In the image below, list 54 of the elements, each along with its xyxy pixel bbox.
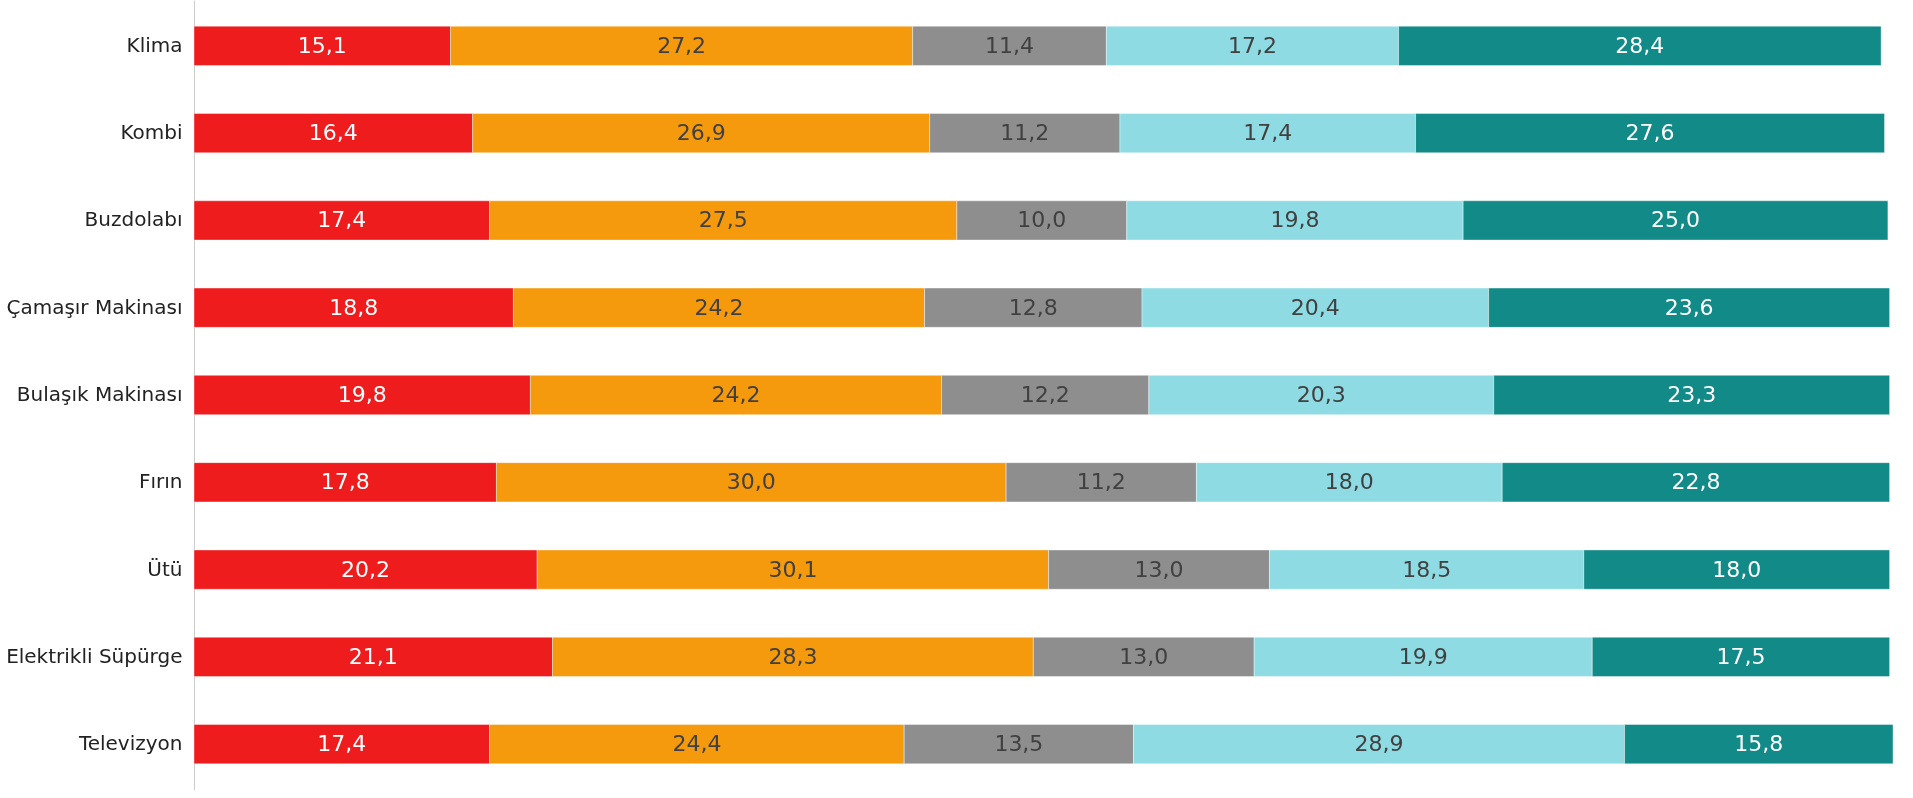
y-tick-label: Bulaşık Makinası	[16, 382, 183, 406]
y-tick-label: Fırın	[138, 469, 183, 494]
data-label: 19,8	[1270, 207, 1320, 233]
data-label: 25,0	[1651, 207, 1701, 233]
data-label: 24,4	[672, 731, 722, 757]
data-label: 30,1	[768, 556, 818, 582]
data-label: 28,3	[768, 643, 818, 669]
data-label: 11,2	[1000, 120, 1050, 146]
y-tick-label: Klima	[126, 32, 183, 57]
data-label: 17,2	[1227, 32, 1277, 58]
data-label: 13,0	[1134, 556, 1184, 582]
data-label: 18,8	[329, 294, 379, 320]
data-label: 20,3	[1296, 382, 1346, 407]
data-label: 24,2	[694, 294, 744, 320]
data-label: 18,0	[1324, 469, 1374, 495]
data-label: 15,1	[297, 32, 347, 58]
data-label: 24,2	[711, 382, 761, 407]
data-label: 23,3	[1667, 382, 1717, 407]
y-tick-label: Elektrikli Süpürge	[6, 643, 183, 668]
y-tick-label: Buzdolabı	[84, 207, 183, 232]
data-label: 20,2	[341, 556, 391, 582]
data-label: 17,4	[1243, 120, 1293, 146]
data-label: 17,4	[317, 731, 367, 757]
data-label: 28,9	[1354, 731, 1404, 757]
data-label: 23,6	[1664, 294, 1714, 320]
data-label: 16,4	[308, 120, 358, 146]
data-label: 20,4	[1290, 294, 1340, 320]
y-tick-label: Kombi	[120, 120, 183, 145]
data-label: 21,1	[348, 643, 398, 669]
data-label: 30,0	[726, 469, 776, 495]
data-label: 13,5	[994, 731, 1044, 757]
data-label: 15,8	[1734, 731, 1784, 757]
data-label: 28,4	[1615, 32, 1665, 58]
data-label: 27,6	[1625, 120, 1675, 146]
data-label: 27,5	[698, 207, 748, 233]
y-tick-label: Çamaşır Makinası	[6, 294, 183, 319]
data-label: 19,8	[337, 382, 387, 407]
y-tick-label: Ütü	[147, 556, 183, 581]
y-tick-label: Televizyon	[77, 731, 183, 756]
data-label: 26,9	[676, 120, 726, 146]
data-label: 11,2	[1076, 469, 1126, 495]
data-label: 17,4	[317, 207, 367, 233]
data-label: 11,4	[985, 32, 1035, 58]
data-label: 22,8	[1671, 469, 1721, 495]
data-label: 19,9	[1398, 643, 1448, 669]
data-label: 17,5	[1716, 643, 1766, 669]
data-label: 18,0	[1712, 556, 1762, 582]
data-label: 18,5	[1402, 556, 1452, 582]
data-label: 12,2	[1020, 382, 1070, 407]
data-label: 13,0	[1119, 643, 1169, 669]
data-label: 12,8	[1008, 294, 1058, 320]
data-label: 27,2	[657, 32, 707, 58]
data-label: 10,0	[1017, 207, 1067, 233]
data-label: 17,8	[320, 469, 370, 495]
